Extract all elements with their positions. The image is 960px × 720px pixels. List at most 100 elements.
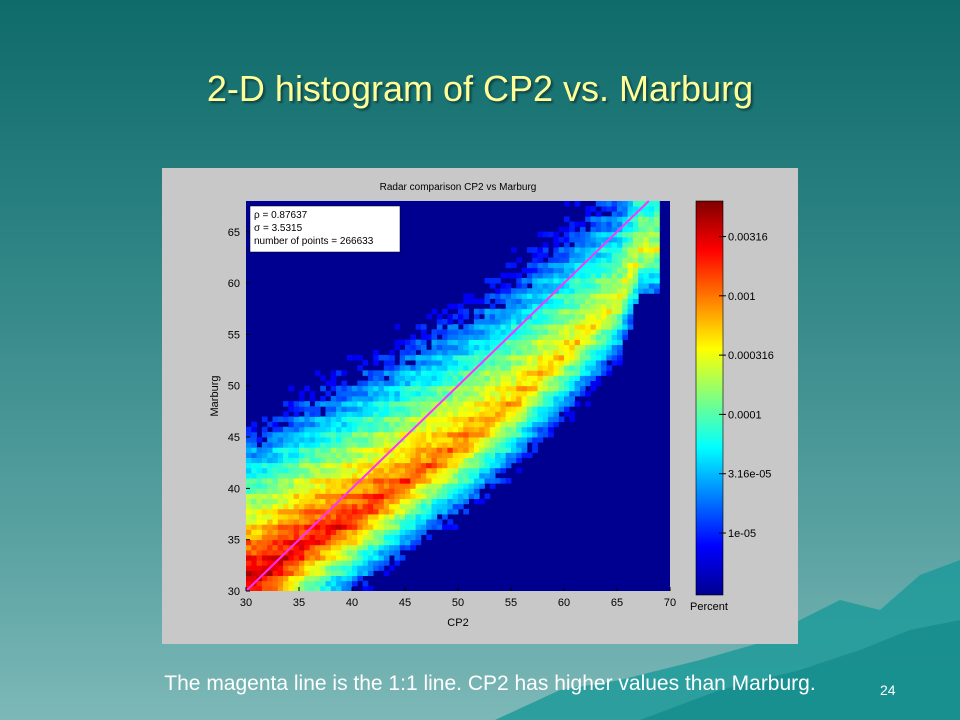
heatmap-cell <box>627 262 634 269</box>
heatmap-cell <box>330 529 337 535</box>
heatmap-cell <box>357 534 363 541</box>
heatmap-cell <box>367 508 374 515</box>
heatmap-cell <box>558 226 565 233</box>
heatmap-cell <box>373 375 379 381</box>
heatmap-cell <box>595 329 602 335</box>
heatmap-cell <box>537 390 544 397</box>
heatmap-cell <box>484 462 491 469</box>
heatmap-cell <box>458 488 464 494</box>
heatmap-cell <box>648 283 655 289</box>
heatmap-cell <box>473 447 480 453</box>
heatmap-cell <box>383 544 390 551</box>
heatmap-cell <box>336 442 342 448</box>
heatmap-cell <box>638 242 644 248</box>
heatmap-cell <box>484 313 491 320</box>
heatmap-cell <box>532 334 538 340</box>
heatmap-cell <box>558 293 565 299</box>
heatmap-cell <box>362 360 369 366</box>
heatmap-cell <box>590 206 597 212</box>
heatmap-cell <box>341 519 348 525</box>
heatmap-cell <box>473 329 480 335</box>
heatmap-cell <box>442 406 448 412</box>
heatmap-cell <box>399 519 406 525</box>
heatmap-cell <box>420 339 427 346</box>
heatmap-cell <box>304 447 310 453</box>
heatmap-cell <box>415 344 422 351</box>
heatmap-cell <box>648 247 655 253</box>
heatmap-cell <box>447 411 454 417</box>
heatmap-cell <box>569 349 575 356</box>
heatmap-cell <box>479 334 485 340</box>
heatmap-cell <box>569 293 575 299</box>
heatmap-cell <box>574 231 581 238</box>
heatmap-cell <box>261 529 268 535</box>
heatmap-cell <box>617 257 623 263</box>
heatmap-cell <box>293 529 300 535</box>
heatmap-cell <box>246 452 252 458</box>
heatmap-cell <box>261 503 268 510</box>
heatmap-cell <box>251 534 257 541</box>
heatmap-cell <box>288 457 295 464</box>
heatmap-cell <box>399 349 406 356</box>
heatmap-cell <box>463 462 469 469</box>
heatmap-cell <box>579 334 586 340</box>
heatmap-cell <box>325 524 332 530</box>
heatmap-cell <box>283 431 289 438</box>
heatmap-cell <box>627 257 634 263</box>
heatmap-cell <box>511 303 517 310</box>
heatmap-cell <box>442 349 448 356</box>
heatmap-cell <box>548 303 554 310</box>
heatmap-cell <box>601 283 607 289</box>
heatmap-cell <box>447 472 454 479</box>
heatmap-cell <box>309 580 316 587</box>
heatmap-cell <box>378 411 385 417</box>
heatmap-cell <box>526 401 533 407</box>
heatmap-cell <box>526 360 533 366</box>
heatmap-cell <box>309 457 316 464</box>
heatmap-cell <box>611 283 618 289</box>
heatmap-cell <box>479 380 485 387</box>
heatmap-cell <box>542 231 549 238</box>
heatmap-cell <box>569 221 575 228</box>
heatmap-cell <box>611 252 618 258</box>
heatmap-cell <box>648 267 655 274</box>
heatmap-cell <box>458 385 464 392</box>
heatmap-cell <box>314 555 321 561</box>
heatmap-cell <box>500 298 507 305</box>
heatmap-cell <box>648 257 655 263</box>
heatmap-cell <box>521 447 528 453</box>
heatmap-cell <box>261 472 268 479</box>
heatmap-cell <box>468 293 475 299</box>
heatmap-cell <box>622 303 628 310</box>
heatmap-cell <box>468 406 475 412</box>
heatmap-cell <box>420 493 427 500</box>
heatmap-cell <box>617 293 623 299</box>
heatmap-cell <box>579 221 586 228</box>
heatmap-cell <box>399 472 406 479</box>
heatmap-cell <box>431 339 438 346</box>
heatmap-cell <box>426 349 432 356</box>
heatmap-cell <box>367 426 374 433</box>
heatmap-cell <box>558 339 565 346</box>
heatmap-cell <box>399 555 406 561</box>
heatmap-cell <box>314 370 321 376</box>
heatmap-cell <box>468 324 475 330</box>
heatmap-cell <box>410 349 416 356</box>
heatmap-cell <box>378 467 385 474</box>
heatmap-cell <box>569 385 575 392</box>
heatmap-cell <box>410 437 416 443</box>
heatmap-cell <box>299 478 305 484</box>
heatmap-cell <box>325 478 332 484</box>
heatmap-cell <box>288 514 295 520</box>
heatmap-cell <box>436 426 443 433</box>
heatmap-cell <box>309 437 316 443</box>
heatmap-cell <box>405 529 411 535</box>
heatmap-cell <box>320 472 326 479</box>
heatmap-cell <box>383 462 390 469</box>
heatmap-cell <box>500 293 507 299</box>
heatmap-cell <box>537 365 544 371</box>
heatmap-cell <box>537 431 544 438</box>
heatmap-cell <box>410 472 416 479</box>
heatmap-cell <box>394 534 401 541</box>
heatmap-cell <box>468 488 475 494</box>
